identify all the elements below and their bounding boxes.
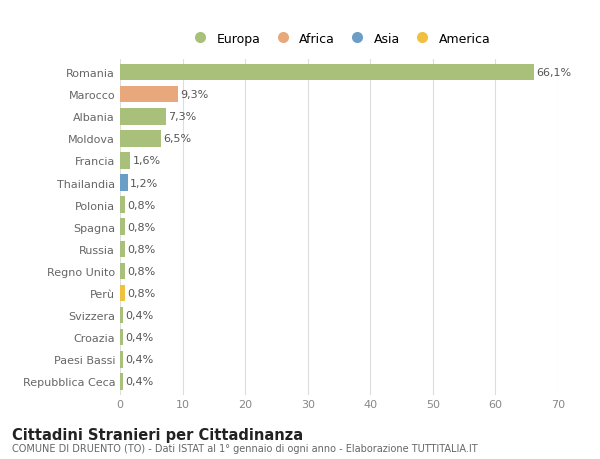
Text: 0,8%: 0,8% (128, 222, 156, 232)
Bar (120, 87, 178, 103)
Text: 1,6%: 1,6% (133, 156, 161, 166)
Bar (120, 307, 122, 324)
Text: 0,8%: 0,8% (128, 266, 156, 276)
Bar (120, 153, 130, 169)
Bar (120, 329, 122, 346)
Text: 0,8%: 0,8% (128, 244, 156, 254)
Bar (120, 219, 125, 235)
Text: Cittadini Stranieri per Cittadinanza: Cittadini Stranieri per Cittadinanza (12, 427, 303, 442)
Text: 0,4%: 0,4% (125, 376, 153, 386)
Text: 0,8%: 0,8% (128, 200, 156, 210)
Bar (120, 351, 122, 368)
Legend: Europa, Africa, Asia, America: Europa, Africa, Asia, America (184, 29, 494, 50)
Text: 66,1%: 66,1% (536, 68, 571, 78)
Text: 7,3%: 7,3% (168, 112, 196, 122)
Text: 0,4%: 0,4% (125, 332, 153, 342)
Bar (120, 197, 125, 213)
Text: 6,5%: 6,5% (163, 134, 191, 144)
Bar (120, 175, 128, 191)
Text: COMUNE DI DRUENTO (TO) - Dati ISTAT al 1° gennaio di ogni anno - Elaborazione TU: COMUNE DI DRUENTO (TO) - Dati ISTAT al 1… (12, 443, 478, 453)
Text: 1,2%: 1,2% (130, 178, 158, 188)
Bar (120, 373, 122, 390)
Bar (120, 109, 166, 125)
Bar (120, 241, 125, 257)
Bar (120, 285, 125, 302)
Text: 0,4%: 0,4% (125, 310, 153, 320)
Bar (120, 263, 125, 280)
Text: 0,8%: 0,8% (128, 288, 156, 298)
Text: 9,3%: 9,3% (181, 90, 209, 100)
Bar (120, 65, 533, 81)
Bar (120, 131, 161, 147)
Text: 0,4%: 0,4% (125, 354, 153, 364)
